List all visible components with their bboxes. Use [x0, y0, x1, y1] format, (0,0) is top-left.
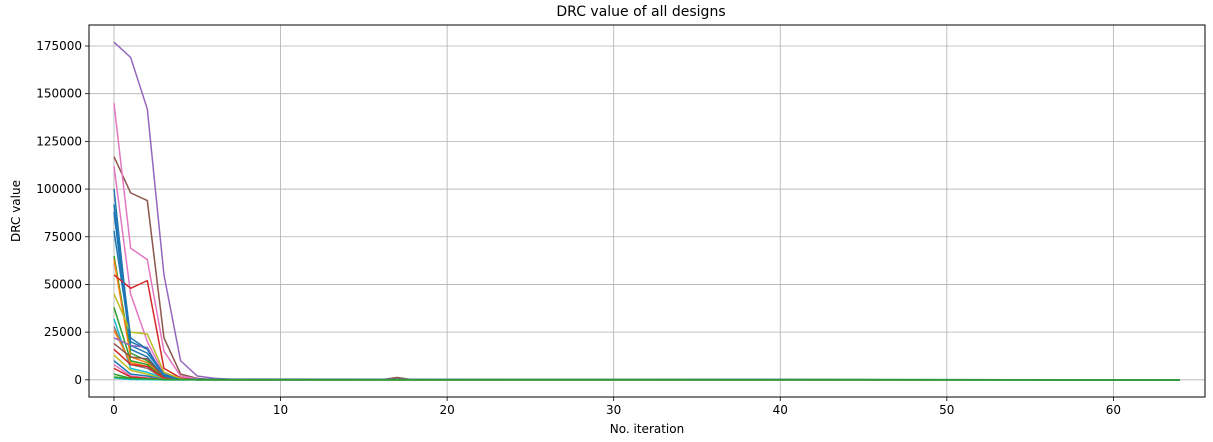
- y-tick-label-6: 150000: [36, 87, 82, 101]
- y-tick-label-2: 50000: [44, 277, 82, 291]
- x-tick-label-2: 20: [439, 403, 454, 417]
- tick-layer: 0 10 20 30 40 50 60 0 25000 50000 75000 100000 12500…: [36, 39, 1121, 417]
- x-tick-label-6: 60: [1106, 403, 1121, 417]
- x-tick-label-4: 40: [773, 403, 788, 417]
- plot-frame: [88, 24, 1206, 398]
- series-line-26: [113, 376, 1181, 381]
- chart-title: DRC value of all designs: [556, 4, 725, 20]
- series-layer: [113, 41, 1181, 381]
- x-tick-label-5: 50: [939, 403, 954, 417]
- y-tick-label-3: 75000: [44, 230, 82, 244]
- y-tick-label-1: 25000: [44, 325, 82, 339]
- y-tick-label-5: 125000: [36, 134, 82, 148]
- x-tick-label-3: 30: [606, 403, 621, 417]
- x-axis-label: No. iteration: [610, 422, 684, 436]
- y-axis-label: DRC value: [9, 180, 23, 242]
- y-tick-label-4: 100000: [36, 182, 82, 196]
- y-tick-label-0: 0: [74, 373, 82, 387]
- x-tick-label-0: 0: [110, 403, 118, 417]
- x-tick-label-1: 10: [273, 403, 288, 417]
- y-tick-label-7: 175000: [36, 39, 82, 53]
